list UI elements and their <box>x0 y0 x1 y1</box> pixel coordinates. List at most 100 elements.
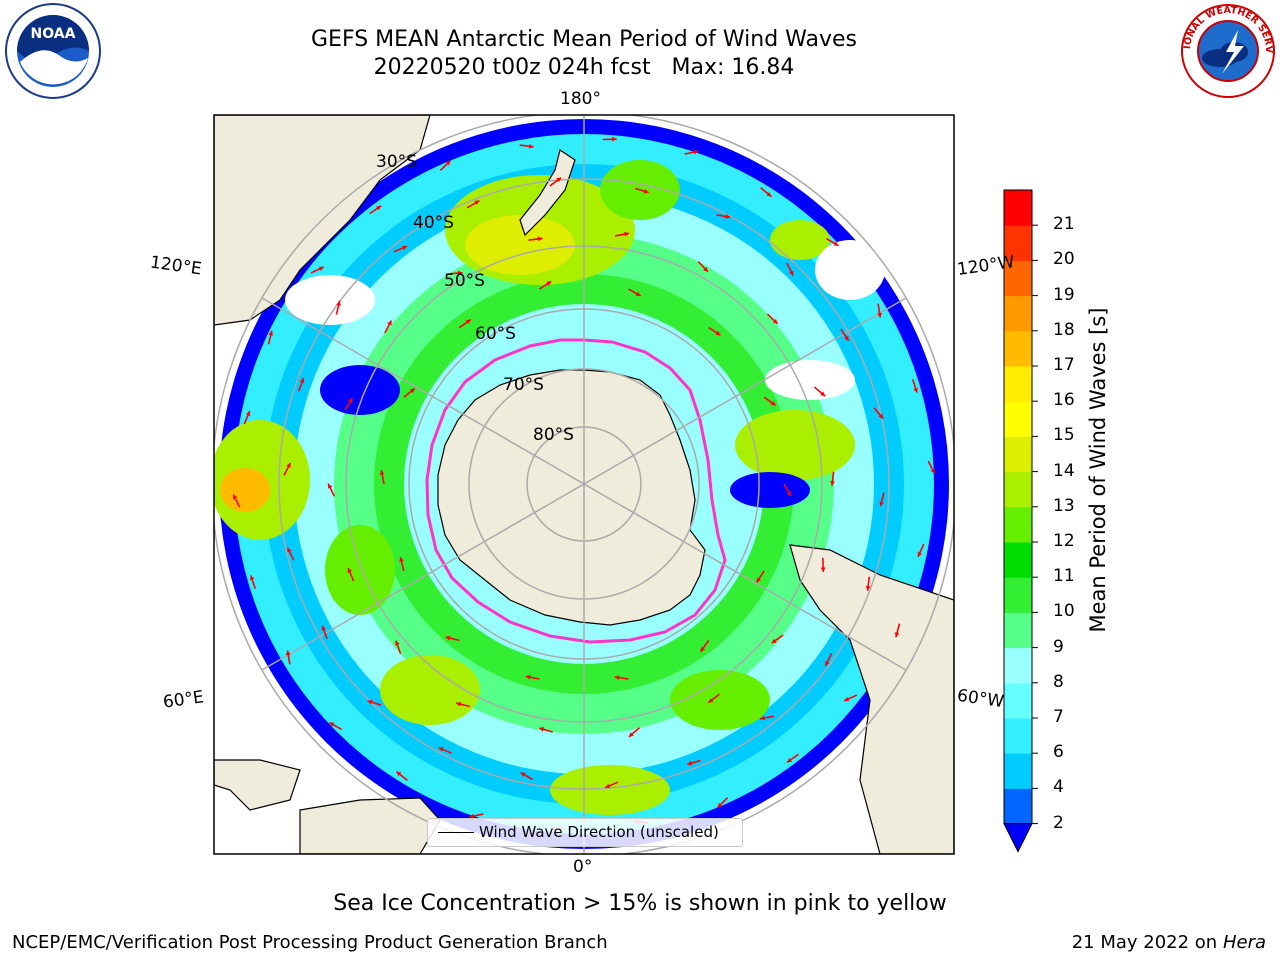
south-africa-land <box>214 759 301 811</box>
wave-arrow-head <box>268 330 274 336</box>
sea-ice-note: Sea Ice Concentration > 15% is shown in … <box>333 891 947 916</box>
southern-africa-land <box>299 797 441 854</box>
wave-arrow-head <box>409 388 415 394</box>
colorbar-extend-triangle <box>1003 823 1033 853</box>
colorbar-segment <box>1004 260 1032 297</box>
wave-arrow-head <box>546 281 552 286</box>
noaa-logo-text: NOAA <box>31 26 76 42</box>
colorbar-tick-label: 4 <box>1053 777 1064 798</box>
lat-label-60s: 60°S <box>475 324 516 344</box>
wave-arrow-head <box>233 494 238 500</box>
wave-arrow-head <box>770 400 776 406</box>
wave-arrow-head <box>643 188 649 194</box>
lat-label-30s: 30°S <box>376 152 417 172</box>
lat-label-50s: 50°S <box>444 271 485 291</box>
colorbar-tick-label: 7 <box>1053 707 1064 727</box>
footer-date: 21 May 2022 on Hera <box>1072 932 1266 953</box>
wave-arrow-head <box>628 732 634 737</box>
wave-arrow-head <box>520 772 526 777</box>
footer-machine: Hera <box>1222 932 1266 953</box>
wind-wave-arrows <box>232 136 936 832</box>
wave-arrow-head <box>700 646 706 652</box>
wave-arrow-head <box>624 231 630 237</box>
colorbar-segment <box>1004 612 1032 649</box>
wave-arrow-head <box>285 650 291 656</box>
wave-arrow-head <box>605 783 611 789</box>
wave-arrow-head <box>766 191 772 197</box>
wave-arrow-head <box>833 241 839 246</box>
wave-arrow-head <box>786 491 791 497</box>
wave-arrow-head <box>844 335 849 341</box>
wave-arrow-head <box>469 813 475 819</box>
colorbar-segment <box>1004 542 1032 578</box>
wave-arrow-head <box>756 577 762 583</box>
chart-title: GEFS MEAN Antarctic Mean Period of Wind … <box>311 27 857 52</box>
wave-arrow-head <box>825 660 830 666</box>
colorbar-segment <box>1004 330 1032 367</box>
meridian-60e-120w <box>261 297 907 671</box>
wave-arrow-head <box>299 378 305 384</box>
wave-arrow-head <box>525 674 531 680</box>
wave-arrow-head <box>878 413 884 419</box>
colorbar-segment <box>1004 718 1032 754</box>
colorbar-segment <box>1004 401 1032 437</box>
graticule <box>214 115 954 854</box>
land-masses <box>214 115 954 854</box>
map-area <box>214 115 954 854</box>
wave-arrow-head <box>703 266 708 272</box>
wave-arrow-head <box>528 143 534 149</box>
wave-arrow-head <box>894 632 900 638</box>
chart-subtitle: 20220520 t00z 024h fcst Max: 16.84 <box>373 55 795 80</box>
wave-arrow-head <box>329 722 335 727</box>
wave-arrow-head <box>820 567 826 572</box>
wave-arrow-head <box>772 318 778 324</box>
wave-arrow-head <box>348 398 353 404</box>
wave-arrow-head <box>687 760 693 766</box>
wave-arrow-head <box>771 638 777 644</box>
map-legend: Wind Wave Direction (unscaled) <box>427 818 743 847</box>
wave-arrow-head <box>445 160 451 166</box>
colorbar-segment <box>1004 295 1032 332</box>
wave-arrow-head <box>387 320 392 326</box>
colorbar-segment <box>1004 647 1032 684</box>
colorbar-tick-label: 18 <box>1053 319 1075 340</box>
lat-label-70s: 70°S <box>503 375 544 395</box>
wave-arrow-head <box>321 625 327 631</box>
wave-arrow-head <box>465 319 471 324</box>
south-america-land <box>789 544 954 854</box>
lat-label-80s: 80°S <box>533 425 574 445</box>
legend-label: Wind Wave Direction (unscaled) <box>479 823 719 841</box>
colorbar-segment <box>1004 225 1032 261</box>
wave-arrow-head <box>347 568 353 573</box>
colorbar-tick-label: 9 <box>1053 636 1064 657</box>
colorbar-segment <box>1004 366 1032 402</box>
lon-label-0: 0° <box>573 857 593 877</box>
wave-arrow-head <box>930 468 935 474</box>
colorbar-tick-label: 19 <box>1053 284 1075 305</box>
wave-arrow-head <box>760 715 765 721</box>
wave-arrow-head <box>820 391 826 397</box>
colorbar-segment <box>1004 190 1032 226</box>
colorbar-tick-label: 8 <box>1053 671 1064 692</box>
wave-arrow-head <box>287 547 292 553</box>
colorbar-label: Mean Period of Wind Waves [s] <box>1086 307 1110 633</box>
wave-arrow-head <box>379 470 385 476</box>
wave-arrow-head <box>787 757 793 763</box>
wave-arrow-head <box>877 312 882 318</box>
colorbar-segment <box>1004 436 1032 473</box>
colorbar-tick-label: 16 <box>1053 390 1075 411</box>
wave-arrow-head <box>917 551 923 557</box>
colorbar-tick-label: 11 <box>1053 566 1075 587</box>
wave-arrow-head <box>395 640 400 646</box>
wave-arrow-head <box>438 747 444 752</box>
wave-arrow-head <box>474 200 480 205</box>
lon-label-180: 180° <box>560 89 601 109</box>
colorbar-segment <box>1004 471 1032 508</box>
nws-logo-icon: NATIONAL WEATHER SERVICE <box>1178 2 1275 98</box>
legend-line-swatch <box>438 832 474 833</box>
wave-arrow-head <box>399 557 404 563</box>
colorbar-tick-label: 17 <box>1053 355 1075 375</box>
wave-arrow-head <box>614 675 620 680</box>
colorbar-tick-label: 13 <box>1053 495 1075 516</box>
